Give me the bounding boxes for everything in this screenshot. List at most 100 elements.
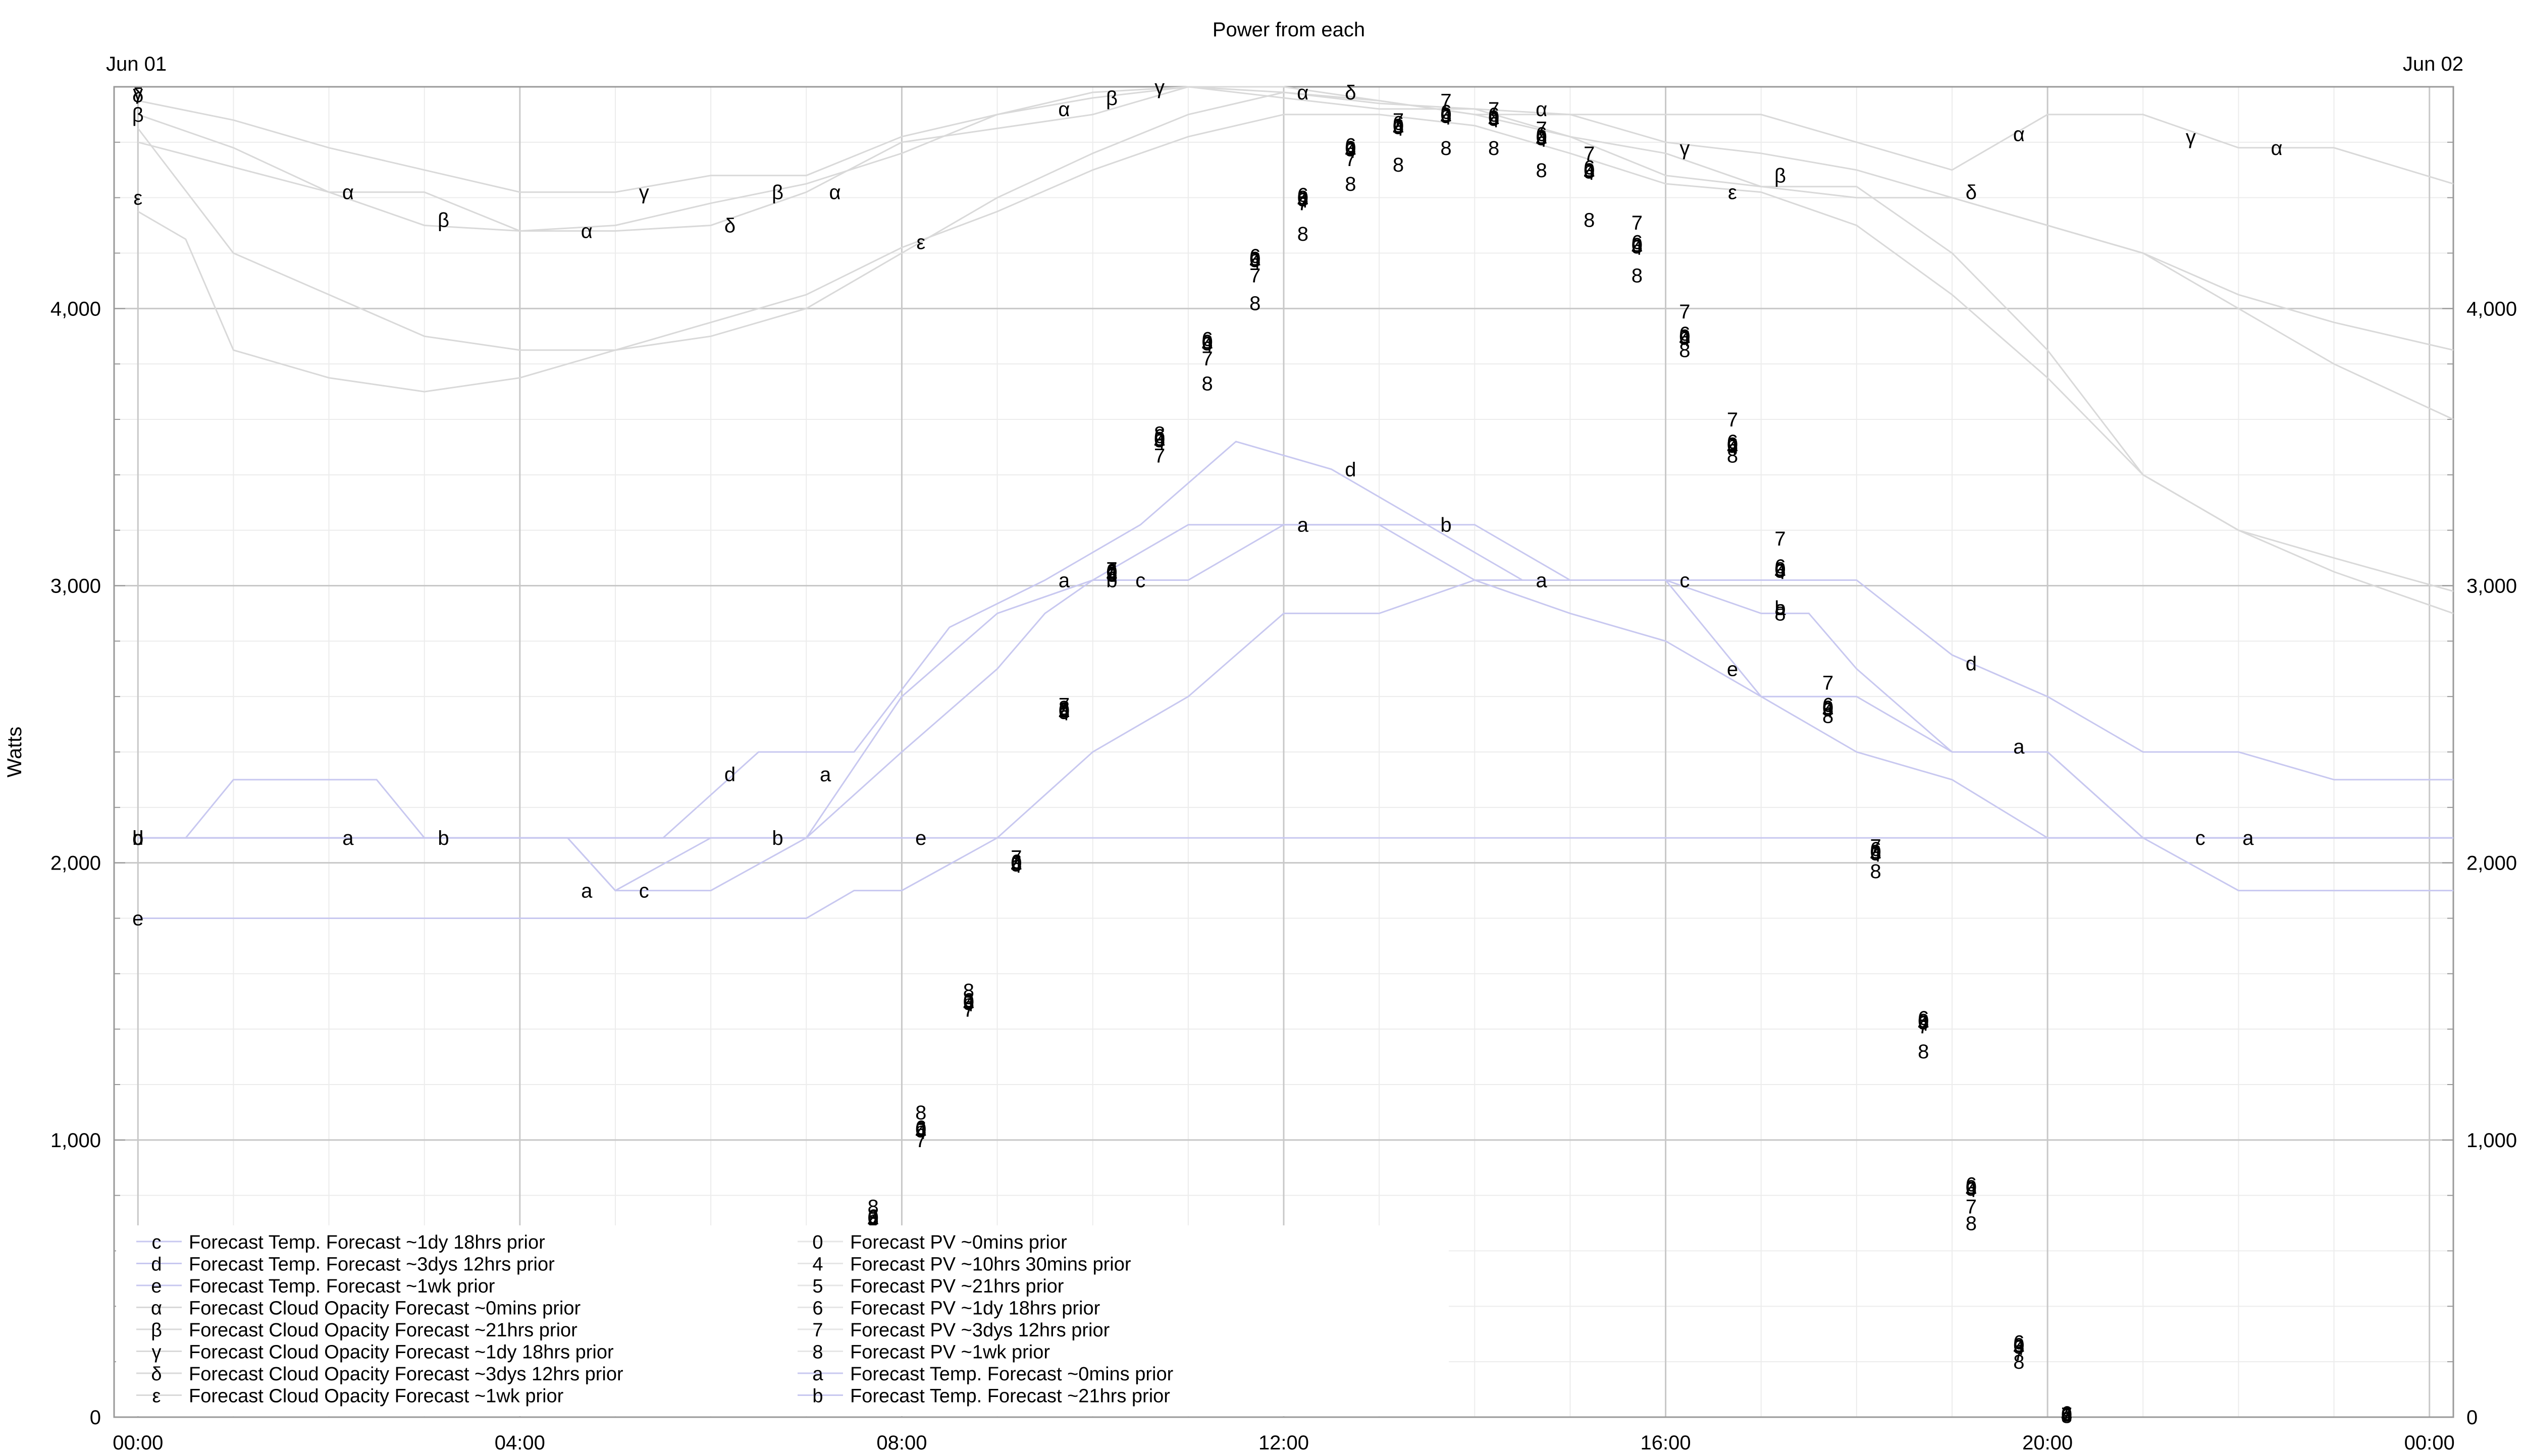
marker-pv8: 8 [1249,292,1260,314]
marker-pv7: 7 [1584,143,1595,165]
x-tick-label: 20:00 [2022,1432,2073,1453]
legend-symbol-e: e [151,1276,162,1297]
marker-pv5: 5 [2013,1336,2024,1358]
y-tick-label-right: 0 [2466,1407,2478,1429]
marker-pv6: 6 [1727,431,1738,453]
marker-pv8: 8 [1154,422,1165,445]
marker-pv4: 4 [1870,844,1881,866]
marker-a: a [1536,570,1548,592]
marker-pv0: 0 [1440,104,1451,126]
marker-pv6: 6 [963,990,974,1012]
marker-pv0: 0 [1870,841,1881,864]
marker-pv4: 4 [1584,162,1595,184]
y-tick-label-left: 3,000 [50,575,101,598]
marker-pv8: 8 [1059,697,1070,719]
marker-pv7: 7 [1774,528,1785,550]
marker-pv7: 7 [1345,148,1356,171]
marker-pv6: 6 [2061,1403,2072,1425]
series-line-beta [137,86,2454,592]
marker-pv0: 0 [1966,1176,1977,1199]
marker-pv6: 6 [1774,556,1785,578]
marker-pv7: 7 [915,1129,926,1152]
marker-pv0: 0 [1584,159,1595,182]
series-lines [137,86,2454,919]
marker-beta: β [132,104,144,126]
marker-alpha: α [829,182,840,204]
marker-pv7: 7 [1679,301,1690,323]
marker-a: a [2242,827,2254,849]
legend-label-pv0: Forecast PV ~0mins prior [850,1232,1067,1253]
legend-symbol-pv8: 8 [812,1342,823,1363]
y-tick-label-left: 1,000 [50,1129,101,1152]
legend-symbol-epsilon: ε [152,1386,161,1407]
marker-pv4: 4 [1154,431,1165,453]
marker-b: b [1106,570,1117,592]
marker-pv5: 5 [1536,128,1547,150]
marker-pv5: 5 [1011,853,1022,876]
legend-label-a: Forecast Temp. Forecast ~0mins prior [850,1364,1174,1385]
marker-pv6: 6 [1249,245,1260,267]
marker-c: c [1135,570,1145,592]
marker-pv5: 5 [963,992,974,1014]
marker-pv4: 4 [1059,703,1070,725]
marker-pv4: 4 [1632,237,1643,259]
marker-alpha: α [2271,137,2283,159]
marker-pv7: 7 [1393,110,1404,132]
marker-epsilon: ε [1728,182,1737,204]
marker-a: a [1059,570,1070,592]
series-line-epsilon [137,114,2454,614]
marker-pv6: 6 [1488,104,1499,126]
marker-pv4: 4 [1440,106,1451,129]
marker-pv7: 7 [963,999,974,1021]
marker-pv7: 7 [2061,1404,2072,1426]
marker-pv8: 8 [2061,1405,2072,1427]
marker-beta: β [1774,165,1786,187]
marker-pv8: 8 [868,1196,879,1218]
marker-d: d [132,827,143,849]
marker-pv0: 0 [1774,559,1785,581]
marker-pv8: 8 [1679,340,1690,362]
marker-pv5: 5 [1966,1178,1977,1200]
marker-pv6: 6 [1440,101,1451,123]
marker-c: c [2195,827,2205,849]
series-line-b [138,524,2453,839]
legend-label-alpha: Forecast Cloud Opacity Forecast ~0mins p… [189,1298,581,1319]
marker-pv5: 5 [1774,560,1785,582]
y-tick-label-right: 4,000 [2466,298,2517,320]
series-line-e [138,579,2453,919]
series-line-delta [137,91,2454,351]
marker-pv5: 5 [1822,698,1833,721]
marker-pv6: 6 [868,1206,879,1228]
marker-pv5: 5 [1679,327,1690,349]
marker-delta: δ [1966,182,1977,204]
marker-pv7: 7 [1249,264,1260,287]
marker-pv0: 0 [1059,700,1070,722]
marker-pv8: 8 [1727,445,1738,467]
marker-b: b [1774,597,1785,619]
marker-delta: δ [724,215,735,237]
marker-pv4: 4 [963,994,974,1016]
legend-label-pv6: Forecast PV ~1dy 18hrs prior [850,1298,1100,1319]
marker-pv6: 6 [2013,1332,2024,1354]
marker-pv6: 6 [1345,134,1356,156]
marker-d: d [1966,653,1977,675]
marker-pv8: 8 [1488,137,1499,159]
marker-pv7: 7 [2013,1343,2024,1365]
marker-pv7: 7 [1297,193,1308,215]
date-label-end: Jun 02 [2403,53,2463,75]
marker-pv7: 7 [1154,445,1165,467]
marker-pv5: 5 [1106,563,1117,585]
marker-pv8: 8 [1106,564,1117,586]
marker-beta: β [438,209,449,232]
legend-symbol-pv0: 0 [812,1232,823,1253]
marker-pv7: 7 [1536,118,1547,140]
marker-pv0: 0 [1154,428,1165,450]
date-label-start: Jun 01 [106,53,167,75]
marker-a: a [1297,514,1309,536]
legend-label-pv5: Forecast PV ~21hrs prior [850,1276,1064,1297]
legend-symbol-pv4: 4 [812,1254,823,1275]
marker-a: a [581,880,593,902]
legend-label-delta: Forecast Cloud Opacity Forecast ~3dys 12… [189,1364,623,1385]
marker-pv8: 8 [1297,223,1308,245]
